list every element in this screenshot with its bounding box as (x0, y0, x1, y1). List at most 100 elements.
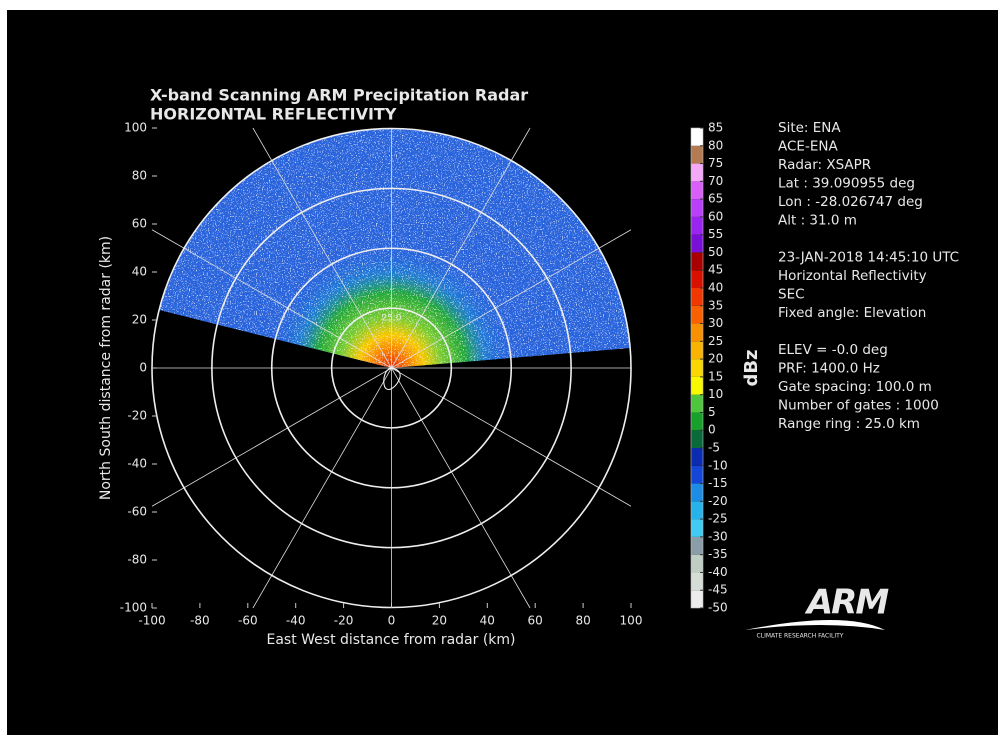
spoke (151, 229, 392, 369)
chart-subtitle: HORIZONTAL REFLECTIVITY (150, 105, 397, 124)
island-outline (383, 367, 401, 390)
x-axis-label: East West distance from radar (km) (266, 632, 515, 648)
info-line: ELEV = -0.0 deg (778, 342, 888, 358)
colorbar-tick-label: -45 (708, 583, 728, 597)
colorbar-tick-label: 25 (708, 334, 723, 348)
spoke (151, 367, 392, 507)
colorbar-segment (691, 590, 703, 608)
info-line: Site: ENA (778, 120, 841, 136)
y-tick-label: -100 (120, 601, 147, 615)
logo-text: ARM (804, 583, 889, 623)
colorbar-tick-label: 15 (708, 369, 723, 383)
x-tick-label: -60 (238, 614, 258, 628)
info-line: Alt : 31.0 m (778, 213, 857, 229)
colorbar-tick-label: 5 (708, 405, 716, 419)
colorbar-segment (691, 145, 703, 164)
colorbar-segment (691, 323, 703, 342)
info-line: SEC (778, 287, 805, 303)
spoke (252, 127, 392, 369)
info-line: Gate spacing: 100.0 m (778, 379, 932, 395)
colorbar-tick-label: 50 (708, 245, 723, 259)
range-grid (151, 127, 632, 609)
colorbar-label: dBz (741, 349, 762, 386)
colorbar-segment (691, 448, 703, 466)
x-tick-label: 0 (388, 614, 396, 628)
logo-swoosh (745, 620, 885, 630)
y-tick-label: 100 (124, 121, 147, 135)
colorbar-tick-label: 35 (708, 298, 723, 312)
colorbar-segment (691, 163, 703, 182)
spoke (252, 367, 392, 609)
y-tick-label: 60 (132, 217, 147, 231)
range-ring (211, 187, 572, 549)
colorbar-tick-label: 75 (708, 156, 723, 170)
colorbar-tick-label: -50 (708, 601, 728, 615)
y-tick-label: 40 (132, 265, 147, 279)
colorbar-segment (691, 270, 703, 288)
info-line: ACE-ENA (778, 139, 838, 155)
colorbar-tick-label: 10 (708, 387, 723, 401)
x-tick-label: 40 (480, 614, 495, 628)
colorbar-segment (691, 305, 703, 324)
colorbar-tick-label: -35 (708, 547, 728, 561)
colorbar-tick-label: 80 (708, 138, 723, 152)
x-tick-label: 60 (528, 614, 543, 628)
logo-subtext: CLIMATE RESEARCH FACILITY (757, 633, 844, 640)
info-line: 23-JAN-2018 14:45:10 UTC (778, 250, 959, 266)
range-ring (270, 247, 513, 489)
info-line: Lat : 39.090955 deg (778, 176, 915, 192)
ring-label: 25.0 (381, 314, 401, 324)
colorbar-tick-label: 30 (708, 316, 723, 330)
colorbar-tick-label: -15 (708, 476, 728, 490)
x-tick-label: -20 (334, 614, 354, 628)
x-tick-label: 20 (432, 614, 447, 628)
info-line: Range ring : 25.0 km (778, 416, 920, 432)
x-tick-label: 100 (620, 614, 643, 628)
colorbar-tick-label: 55 (708, 227, 723, 241)
colorbar-segment (691, 128, 703, 146)
colorbar-tick-label: 60 (708, 209, 723, 223)
background (7, 10, 998, 735)
colorbar-segment (691, 465, 703, 484)
colorbar-segment (691, 341, 703, 360)
colorbar-tick-label: -25 (708, 512, 728, 526)
colorbar-segment (691, 536, 703, 555)
colorbar-segment (691, 519, 703, 537)
info-line: Horizontal Reflectivity (778, 268, 927, 284)
colorbar-segment (691, 234, 703, 253)
info-line: Number of gates : 1000 (778, 398, 939, 414)
info-line: Lon : -28.026747 deg (778, 194, 923, 210)
colorbar-segment (691, 554, 703, 573)
colorbar-frame (690, 127, 704, 609)
y-tick-label: 20 (132, 313, 147, 327)
colorbar-tick-label: -40 (708, 565, 728, 579)
x-tick-label: -40 (286, 614, 306, 628)
info-line: Radar: XSAPR (778, 157, 871, 173)
colorbar-tick-label: 85 (708, 121, 723, 135)
y-tick-label: -20 (127, 409, 147, 423)
x-tick-label: -100 (138, 614, 165, 628)
chart-title: X-band Scanning ARM Precipitation Radar (150, 86, 528, 105)
info-line: Fixed angle: Elevation (778, 305, 926, 321)
colorbar-segment (691, 376, 703, 395)
colorbar-segment (691, 359, 703, 377)
y-tick-label: -60 (127, 505, 147, 519)
y-axis-label: North South distance from radar (km) (98, 236, 114, 500)
colorbar-tick-label: 20 (708, 352, 723, 366)
range-ring (330, 307, 453, 429)
colorbar-tick-label: 70 (708, 174, 723, 188)
colorbar-tick-label: -30 (708, 529, 728, 543)
y-tick-label: -40 (127, 457, 147, 471)
colorbar-segment (691, 216, 703, 235)
spoke (391, 367, 531, 609)
spoke (391, 367, 632, 507)
colorbar-tick-label: 65 (708, 192, 723, 206)
colorbar-segment (691, 501, 703, 520)
colorbar-segment (691, 199, 703, 217)
colorbar-segment (691, 252, 703, 271)
colorbar-segment (691, 483, 703, 502)
colorbar-tick-label: 45 (708, 263, 723, 277)
info-line: PRF: 1400.0 Hz (778, 361, 880, 377)
colorbar-segment (691, 181, 703, 200)
